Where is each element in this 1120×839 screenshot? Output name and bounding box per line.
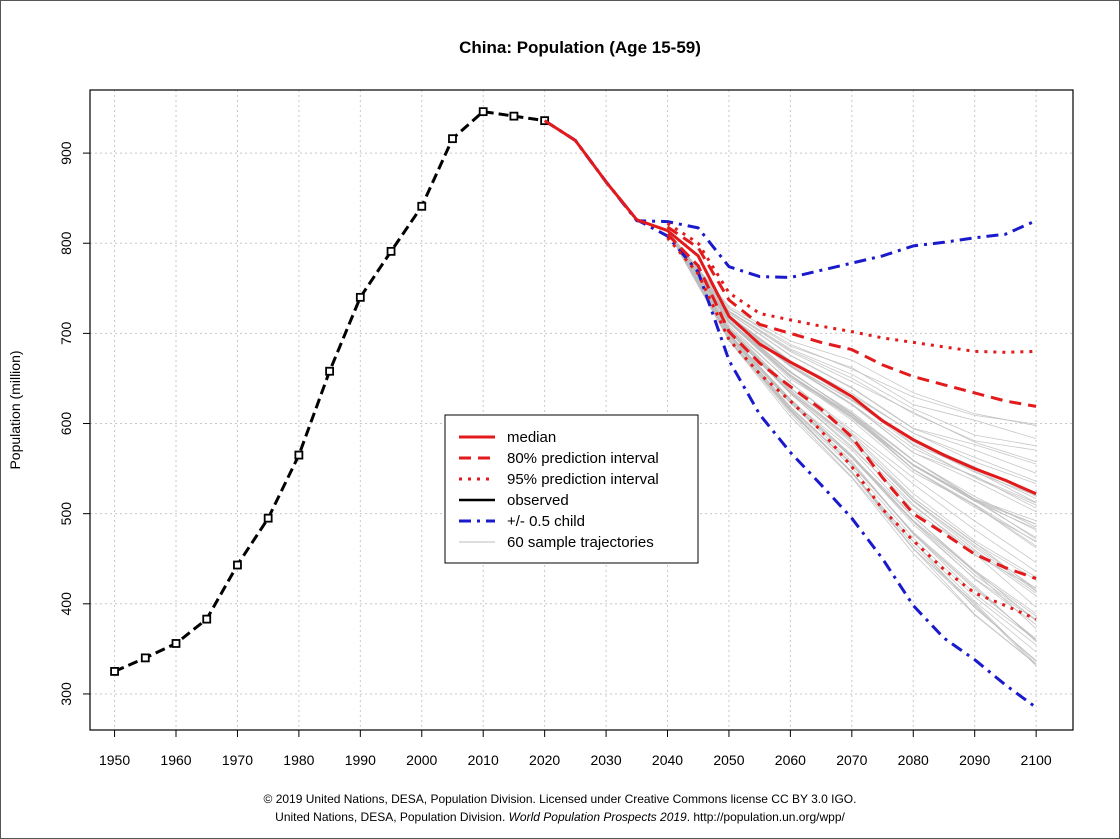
- series-lines: [110, 107, 1037, 709]
- chart-title: China: Population (Age 15-59): [459, 38, 701, 57]
- sample-trajectory-line: [667, 230, 1037, 589]
- x-tick-label: 2060: [775, 752, 806, 768]
- x-tick-label: 2030: [590, 752, 621, 768]
- observed-point: [448, 134, 457, 144]
- x-tick-label: 2070: [836, 752, 867, 768]
- legend: median 80% prediction interval 95% predict…: [444, 414, 699, 564]
- legend-label: +/- 0.5 child: [507, 513, 585, 530]
- observed-point: [233, 560, 242, 570]
- sample-trajectory-line: [667, 230, 1037, 625]
- x-tick-label: 2020: [529, 752, 560, 768]
- observed-point: [202, 614, 212, 624]
- observed-point: [294, 450, 304, 460]
- series-line: [113, 110, 545, 673]
- sample-trajectory-line: [667, 230, 1037, 513]
- y-tick-label: 400: [58, 592, 74, 616]
- footer-line2-prefix: United Nations, DESA, Population Divisio…: [275, 810, 509, 824]
- sample-trajectory-line: [667, 230, 1037, 640]
- y-tick-label: 900: [58, 141, 74, 165]
- y-tick-label: 700: [58, 321, 74, 345]
- legend-label: observed: [507, 492, 569, 509]
- grid-lines: [90, 90, 1073, 730]
- sample-trajectory-line: [667, 230, 1037, 590]
- observed-point: [325, 366, 335, 376]
- sample-trajectory-line: [667, 230, 1037, 506]
- series-line: [543, 119, 1037, 709]
- sample-trajectory-line: [667, 230, 1037, 563]
- y-tick-label: 300: [58, 682, 74, 706]
- x-tick-label: 2080: [898, 752, 929, 768]
- x-tick-label: 1990: [345, 752, 376, 768]
- y-axis-ticks: 300 400 500 600 700 800 900: [58, 141, 90, 706]
- sample-trajectory-line: [667, 230, 1037, 530]
- x-tick-label: 1960: [160, 752, 191, 768]
- legend-label: median: [507, 429, 556, 446]
- observed-point: [417, 201, 427, 211]
- series-line: [666, 233, 1037, 581]
- footer-line2-italic: World Population Prospects 2019: [508, 810, 687, 824]
- x-tick-label: 2050: [713, 752, 744, 768]
- sample-trajectory-line: [667, 230, 1037, 427]
- observed-point: [386, 246, 396, 256]
- legend-box: [444, 414, 699, 564]
- y-tick-label: 500: [58, 502, 74, 526]
- footer-line1: © 2019 United Nations, DESA, Population …: [263, 792, 857, 806]
- x-tick-label: 2010: [468, 752, 499, 768]
- x-tick-label: 2100: [1021, 752, 1052, 768]
- x-axis-ticks: 1950 1960 1970 1980 1990 2000 2010 2020 2030 2040…: [99, 730, 1052, 768]
- y-tick-label: 800: [58, 231, 74, 255]
- observed-point: [509, 111, 519, 121]
- x-tick-label: 1950: [99, 752, 130, 768]
- observed-point: [263, 513, 273, 523]
- x-tick-label: 1970: [222, 752, 253, 768]
- x-tick-label: 2040: [652, 752, 683, 768]
- legend-label: 60 sample trajectories: [507, 534, 654, 551]
- observed-point: [478, 107, 488, 117]
- sample-trajectory-line: [667, 230, 1037, 549]
- sample-trajectory-line: [667, 230, 1037, 525]
- series-line: [666, 222, 1037, 354]
- footer-license: © 2019 United Nations, DESA, Population …: [0, 792, 1120, 806]
- plot-area: [89, 89, 1074, 731]
- observed-point: [140, 653, 150, 663]
- series-line: [543, 119, 1037, 496]
- x-tick-label: 1980: [283, 752, 314, 768]
- series-line: [666, 236, 1037, 621]
- y-axis-label: Population (million): [7, 350, 23, 469]
- observed-point: [171, 639, 181, 648]
- observed-point: [110, 667, 119, 676]
- y-tick-label: 600: [58, 412, 74, 436]
- x-tick-label: 2000: [406, 752, 437, 768]
- legend-label: 80% prediction interval: [507, 450, 659, 467]
- sample-trajectory-line: [667, 230, 1037, 425]
- footer-citation: United Nations, DESA, Population Divisio…: [0, 810, 1120, 824]
- sample-trajectory-line: [667, 230, 1037, 665]
- series-line: [666, 225, 1037, 408]
- observed-point: [355, 292, 365, 302]
- sample-trajectory-line: [667, 230, 1037, 447]
- x-tick-label: 2090: [959, 752, 990, 768]
- legend-label: 95% prediction interval: [507, 471, 659, 488]
- sample-trajectory-line: [667, 230, 1037, 581]
- sample-trajectory-line: [667, 230, 1037, 451]
- footer-line2-suffix: . http://population.un.org/wpp/: [686, 810, 845, 824]
